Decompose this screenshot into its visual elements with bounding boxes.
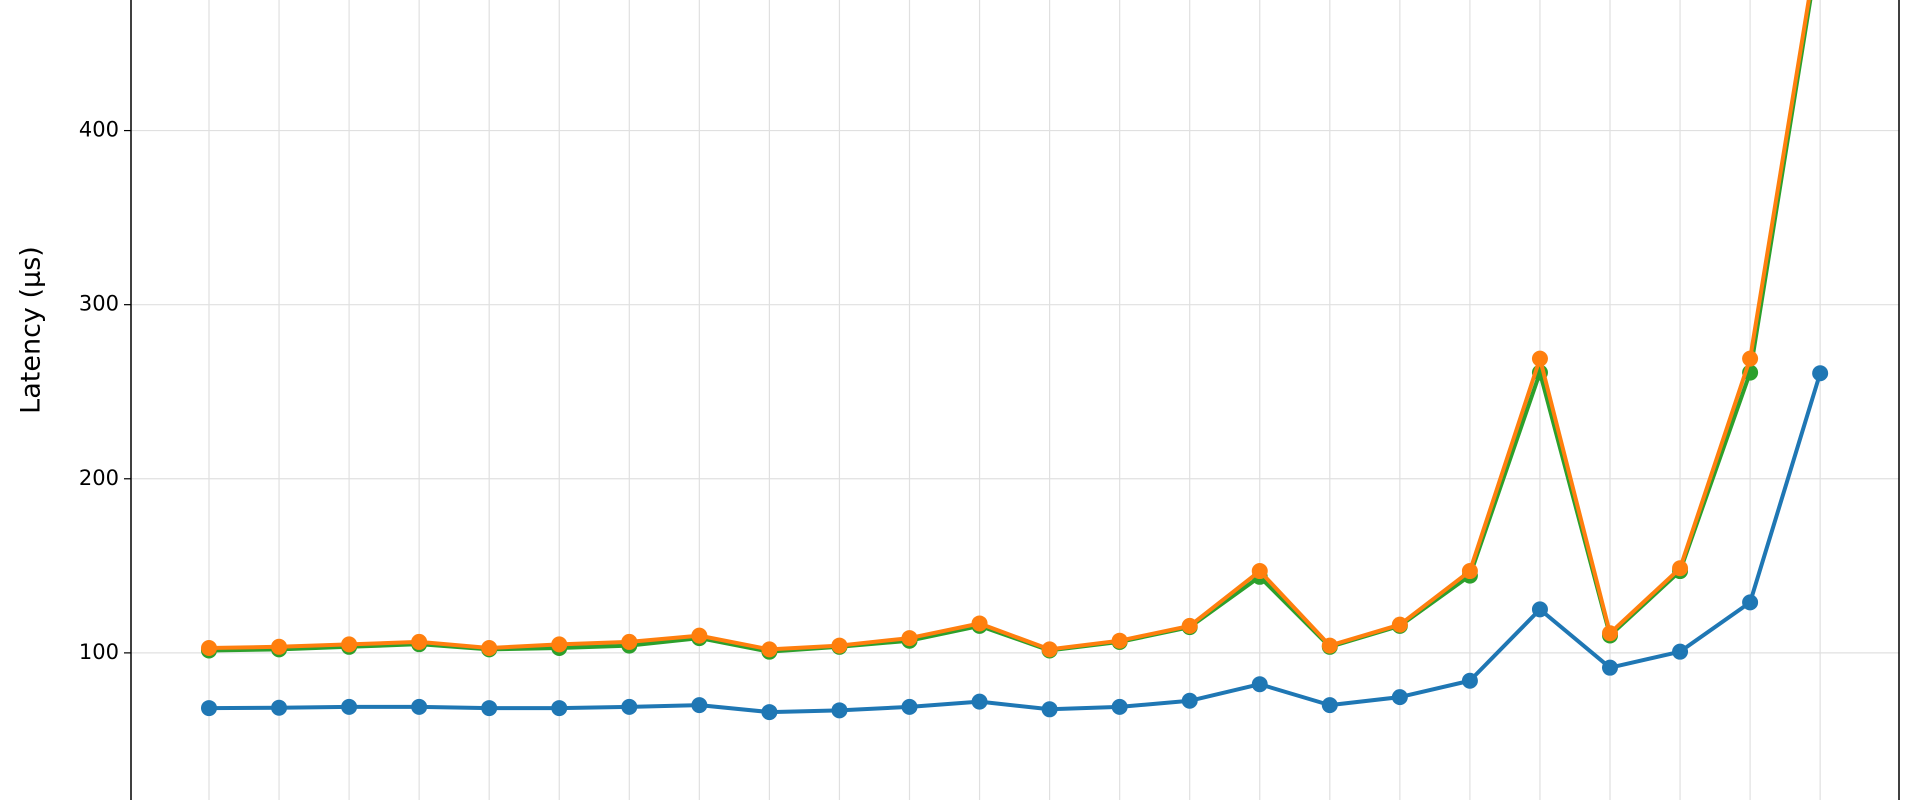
y-tick-label: 100 [79, 640, 119, 664]
point [1461, 672, 1478, 689]
point [1531, 601, 1548, 618]
series-line [208, 0, 1813, 654]
point [761, 704, 778, 721]
point [761, 641, 778, 658]
point [971, 615, 988, 632]
point [1742, 350, 1759, 367]
point [1041, 701, 1058, 718]
point [1391, 689, 1408, 706]
point [901, 698, 918, 715]
point [691, 627, 708, 644]
point [831, 702, 848, 719]
point [411, 698, 428, 715]
series-line [208, 0, 1811, 652]
point [1251, 563, 1268, 580]
point [1812, 365, 1829, 382]
point [1181, 692, 1198, 709]
point [1391, 616, 1408, 633]
point [1742, 594, 1759, 611]
point [1181, 617, 1198, 634]
point [201, 700, 217, 717]
point [621, 698, 638, 715]
point [1531, 350, 1548, 367]
y-tick-label: 300 [79, 292, 119, 316]
point [1602, 625, 1618, 642]
point [901, 630, 918, 647]
point [1672, 643, 1689, 660]
point [1602, 659, 1618, 676]
point [271, 638, 288, 655]
point [271, 699, 288, 716]
point [1672, 560, 1689, 577]
point [481, 640, 498, 657]
point [1041, 641, 1058, 658]
point [481, 700, 498, 717]
point [551, 700, 568, 717]
point [1461, 563, 1478, 580]
point [411, 633, 428, 650]
point [1321, 637, 1338, 654]
y-tick-label: 400 [79, 118, 119, 142]
point [551, 636, 568, 653]
point [691, 697, 708, 714]
point [621, 633, 638, 650]
point [1111, 698, 1128, 715]
y-axis-label: Latency (µs) [16, 246, 47, 414]
point [341, 636, 358, 653]
point [341, 698, 358, 715]
point [201, 640, 217, 657]
y-tick-label: 200 [79, 466, 119, 490]
point [831, 637, 848, 654]
point [1321, 697, 1338, 714]
point [1111, 632, 1128, 649]
point [1251, 676, 1268, 693]
series-line [208, 372, 1823, 715]
point [971, 693, 988, 710]
plot-area [201, 0, 1829, 721]
